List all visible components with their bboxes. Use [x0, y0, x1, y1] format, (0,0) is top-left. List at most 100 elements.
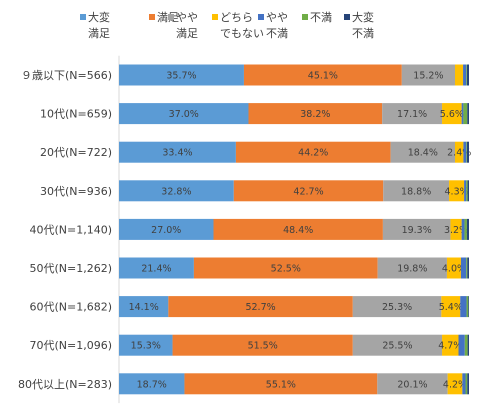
- data-label: 15.2%: [413, 71, 443, 82]
- legend-label: 満足: [176, 27, 198, 40]
- bar-segment: [461, 103, 464, 125]
- data-label: 18.8%: [401, 186, 431, 197]
- bar-segment: [401, 64, 455, 86]
- bar-segment: [467, 103, 469, 125]
- data-label: 3.2%: [444, 225, 468, 236]
- bar-segment: [119, 334, 173, 356]
- bar-segment: [466, 64, 467, 86]
- bar-segment: [441, 296, 461, 318]
- bar-segment: [377, 257, 447, 279]
- bar-segment: [466, 257, 468, 279]
- bar-segment: [119, 218, 214, 240]
- bar-segment: [382, 103, 443, 125]
- bar-segment: [119, 103, 249, 125]
- data-label: 19.3%: [402, 225, 432, 236]
- bar-segment: [193, 257, 378, 279]
- data-label: 52.5%: [271, 264, 301, 275]
- data-label: 4.3%: [445, 186, 469, 197]
- bar-segment: [465, 373, 468, 395]
- category-label: 20代(N=722): [40, 146, 112, 159]
- data-label: 5.6%: [440, 109, 464, 120]
- data-label: 15.3%: [131, 341, 161, 352]
- bar-segment: [377, 373, 448, 395]
- category-label: 80代以上(N=283): [18, 378, 112, 391]
- category-label: ９歳以下(N=566): [21, 69, 112, 82]
- bar-segment: [460, 257, 467, 279]
- data-label: 4.2%: [443, 379, 467, 390]
- bar-segment: [460, 296, 467, 318]
- data-label: 37.0%: [169, 109, 199, 120]
- bar-segment: [446, 257, 461, 279]
- bar-segment: [213, 218, 383, 240]
- data-label: 4.7%: [438, 341, 462, 352]
- data-label: 18.7%: [137, 379, 167, 390]
- legend-swatch: [302, 14, 308, 20]
- data-label: 48.4%: [283, 225, 313, 236]
- legend-label: 不満: [266, 27, 288, 40]
- legend-label: 満足: [88, 27, 110, 40]
- data-label: 38.2%: [300, 109, 330, 120]
- category-labels: ９歳以下(N=566) 10代(N=659) 20代(N=722) 30代(N=936…: [18, 69, 112, 391]
- bar-segment: [119, 373, 185, 395]
- bar-segment: [352, 296, 442, 318]
- bar-segment: [463, 103, 468, 125]
- legend-label: 不満: [352, 27, 374, 40]
- bar-segment: [243, 64, 402, 86]
- bar-segment: [235, 141, 391, 163]
- bar-segment: [464, 218, 467, 240]
- data-label: 55.1%: [266, 379, 296, 390]
- bar-segment: [447, 373, 463, 395]
- legend-item: 満足: [149, 11, 179, 24]
- bar-segment: [119, 141, 236, 163]
- data-label: 19.8%: [397, 264, 427, 275]
- data-label: 21.4%: [141, 264, 171, 275]
- legend-swatch: [80, 14, 86, 20]
- data-label: 33.4%: [162, 148, 192, 159]
- bar-segment: [248, 103, 383, 125]
- data-label: 42.7%: [293, 186, 323, 197]
- bar-segment: [119, 296, 169, 318]
- data-label: 25.5%: [382, 341, 412, 352]
- legend-label: やや: [266, 11, 288, 24]
- legend-swatch: [258, 14, 264, 20]
- legend-label: 大変: [88, 10, 110, 24]
- bar-segment: [382, 218, 451, 240]
- bar-segment: [442, 334, 459, 356]
- bar-segment: [383, 180, 450, 202]
- bar-segment: [466, 180, 468, 202]
- legend-label: どちら: [220, 11, 253, 24]
- plot-area: 35.7% 45.1% 15.2% 37.0% 38.2% 17.1% 5.6% 33.4% 4…: [119, 64, 471, 395]
- category-label: 40代(N=1,140): [29, 223, 112, 236]
- legend-swatch: [168, 14, 174, 20]
- bar-segment: [463, 141, 467, 163]
- category-label: 60代(N=1,682): [29, 301, 112, 314]
- bar-segment: [442, 103, 462, 125]
- bar-segment: [450, 218, 462, 240]
- data-label: 18.4%: [408, 148, 438, 159]
- category-label: 70代(N=1,096): [29, 339, 112, 352]
- data-label: 52.7%: [245, 302, 275, 313]
- bar-segment: [464, 180, 467, 202]
- bar-segment: [119, 64, 244, 86]
- data-label: 4.0%: [442, 264, 466, 275]
- data-label: 51.5%: [248, 341, 278, 352]
- category-label: 10代(N=659): [40, 108, 112, 121]
- bar-segment: [462, 373, 466, 395]
- legend-label: 不満: [310, 11, 332, 24]
- data-label: 35.7%: [166, 71, 196, 82]
- bar-segment: [468, 296, 469, 318]
- category-label: 30代(N=936): [40, 185, 112, 198]
- bar-segment: [467, 334, 469, 356]
- category-label: 50代(N=1,262): [29, 262, 112, 275]
- legend: 大変満足満足やや満足どちらでもないやや不満不満大変不満: [80, 10, 374, 40]
- bar-segment: [467, 180, 469, 202]
- bar-segment: [168, 296, 353, 318]
- bar-segment: [466, 296, 469, 318]
- bar-segment: [352, 334, 443, 356]
